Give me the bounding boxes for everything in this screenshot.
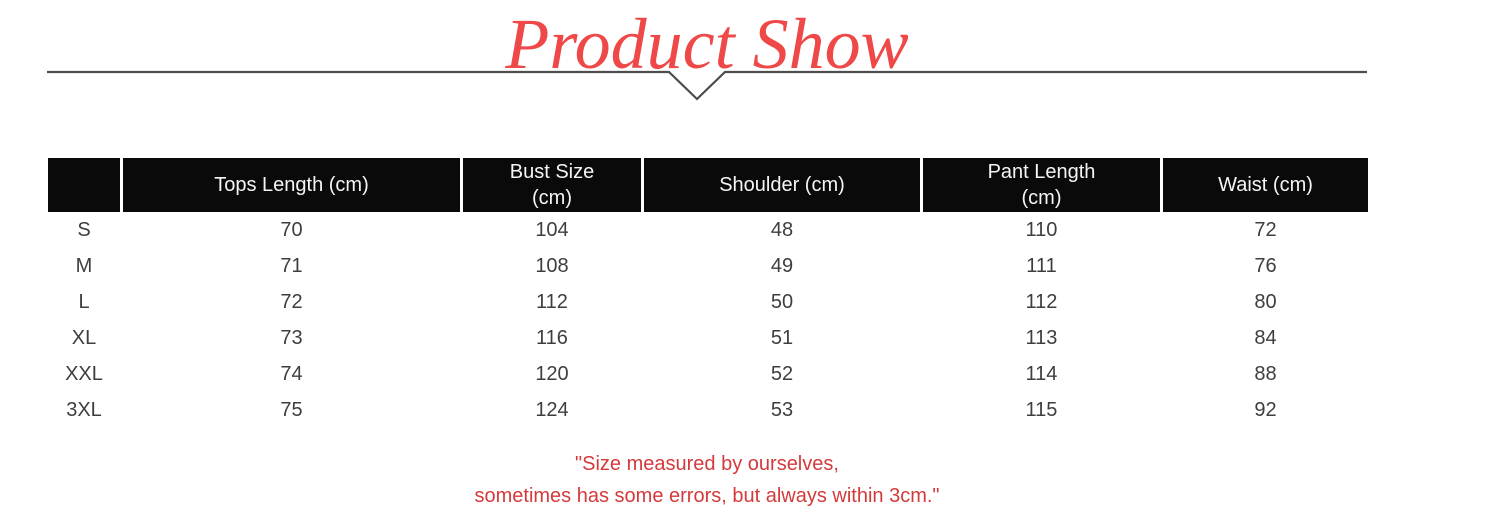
column-header-bust-size: Bust Size (cm): [463, 158, 641, 212]
table-cell: 52: [770, 363, 794, 385]
column-header-waist: Waist (cm): [1163, 158, 1368, 212]
table-cell: 114: [1025, 363, 1058, 385]
table-cell: 111: [1026, 255, 1057, 277]
table-cell: 88: [1254, 363, 1277, 385]
table-cell: 50: [770, 291, 794, 313]
table-cell: 108: [535, 255, 569, 277]
size-label: S: [77, 219, 91, 241]
size-label: XXL: [65, 363, 103, 385]
table-cell: 72: [280, 291, 303, 313]
size-label: L: [78, 291, 90, 313]
table-cell: 74: [280, 363, 303, 385]
table-cell: 53: [770, 399, 794, 421]
column-header-tops-length: Tops Length (cm): [123, 158, 460, 212]
column-header-size: [48, 158, 120, 212]
table-cell: 84: [1254, 327, 1277, 349]
table-cell: 72: [1254, 219, 1277, 241]
size-disclaimer-line1: "Size measured by ourselves,: [575, 453, 839, 475]
table-cell: 92: [1254, 399, 1277, 421]
table-cell: 73: [280, 327, 303, 349]
divider-notch-line: [47, 70, 1367, 101]
table-cell: 75: [280, 399, 303, 421]
table-cell: 80: [1254, 291, 1277, 313]
table-cell: 124: [535, 399, 569, 421]
table-cell: 112: [1025, 291, 1058, 313]
table-cell: 120: [535, 363, 569, 385]
table-cell: 115: [1025, 399, 1058, 421]
size-chart-table: Tops Length (cm) Bust Size (cm) Shoulder …: [48, 158, 1368, 428]
table-cell: 49: [770, 255, 794, 277]
table-cell: 104: [535, 219, 569, 241]
size-label: 3XL: [66, 399, 102, 421]
size-label: XL: [71, 327, 97, 349]
table-cell: 113: [1025, 327, 1058, 349]
page-title: Product Show: [505, 4, 909, 84]
table-cell: 70: [280, 219, 303, 241]
table-cell: 110: [1025, 219, 1058, 241]
table-cell: 116: [536, 327, 568, 349]
table-cell: 48: [770, 219, 794, 241]
column-header-pant-length: Pant Length (cm): [923, 158, 1160, 212]
size-disclaimer-line2: sometimes has some errors, but always wi…: [474, 485, 940, 507]
table-cell: 71: [280, 255, 303, 277]
content-area: Product Show Tops Length (cm) Bust Size(…: [47, 0, 1368, 523]
table-cell: 76: [1254, 255, 1277, 277]
divider-with-notch: [47, 70, 1367, 101]
table-cell: 51: [770, 327, 794, 349]
size-label: M: [75, 255, 93, 277]
column-header-shoulder: Shoulder (cm): [644, 158, 920, 212]
table-cell: 112: [536, 291, 568, 313]
size-disclaimer: "Size measured by ourselves, sometimes h…: [47, 448, 1367, 512]
